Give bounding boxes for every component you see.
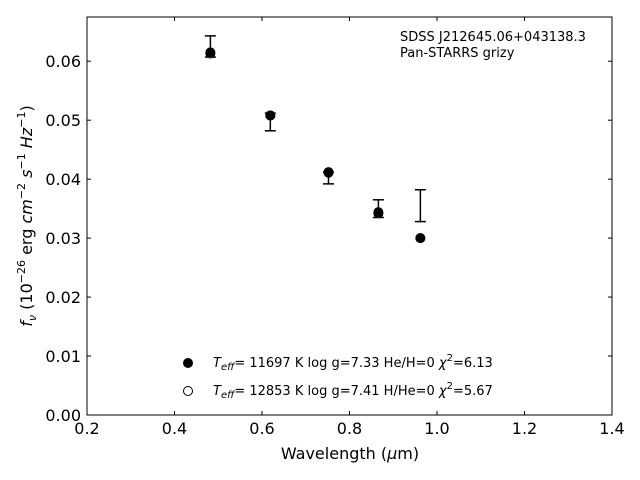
x-axis-label: Wavelength (μm) xyxy=(281,444,419,463)
y-tick-label: 0.06 xyxy=(45,52,81,71)
model-point-filled xyxy=(373,207,384,218)
x-tick-label: 0.4 xyxy=(162,419,187,438)
survey-annotation: Pan-STARRS grizy xyxy=(400,46,515,61)
y-tick-label: 0.04 xyxy=(45,170,81,189)
plot-marks xyxy=(204,35,426,244)
model-point-filled xyxy=(205,47,216,58)
legend-entry-2: Teff= 12853 K log g=7.41 H/He=0 χ2=5.67 xyxy=(213,381,493,401)
y-axis-ticks: 0.00 0.01 0.02 0.03 0.04 0.05 0.06 xyxy=(45,52,612,425)
x-tick-label: 0.8 xyxy=(337,419,362,438)
x-tick-label: 0.6 xyxy=(249,419,274,438)
x-tick-label: 0.2 xyxy=(74,419,99,438)
model-point-filled xyxy=(323,167,334,178)
legend-marker-filled xyxy=(183,358,193,368)
legend: Teff= 11697 K log g=7.33 He/H=0 χ2=6.13 … xyxy=(183,353,493,401)
x-tick-label: 1.4 xyxy=(599,419,624,438)
legend-entry-1: Teff= 11697 K log g=7.33 He/H=0 χ2=6.13 xyxy=(213,353,493,373)
y-tick-label: 0.05 xyxy=(45,111,81,130)
y-tick-label: 0.03 xyxy=(45,229,81,248)
legend-marker-open xyxy=(183,386,193,396)
y-tick-label: 0.00 xyxy=(45,406,81,425)
y-tick-label: 0.02 xyxy=(45,288,81,307)
plot-area xyxy=(87,17,612,415)
y-axis-label: fν (10−26 erg cm−2 s−1 Hz−1) xyxy=(15,105,39,326)
y-tick-label: 0.01 xyxy=(45,347,81,366)
observed-errorbar xyxy=(414,189,426,223)
x-tick-label: 1.0 xyxy=(424,419,449,438)
x-axis-ticks: 0.2 0.4 0.6 0.8 1.0 1.2 1.4 xyxy=(74,17,625,438)
model-point-filled xyxy=(415,233,426,244)
x-tick-label: 1.2 xyxy=(512,419,537,438)
model-point-filled xyxy=(265,110,276,121)
object-annotation: SDSS J212645.06+043138.3 xyxy=(400,30,586,45)
